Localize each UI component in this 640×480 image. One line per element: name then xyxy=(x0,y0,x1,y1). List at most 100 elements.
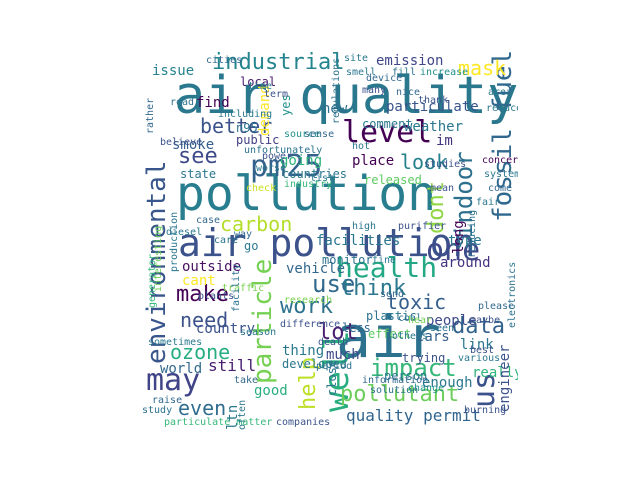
word-pollutant: pollutant xyxy=(340,382,460,407)
word-increase: increase xyxy=(420,67,469,78)
word-study: study xyxy=(142,405,173,416)
word-pm25: pm25 xyxy=(250,149,323,184)
word-period: period xyxy=(316,361,353,372)
word-believe: believe xyxy=(160,137,203,148)
word-air: air xyxy=(336,303,441,371)
word-death: death xyxy=(318,337,349,348)
word-need: need xyxy=(180,308,229,332)
word-look: look xyxy=(400,150,449,174)
word-work: work xyxy=(280,294,333,319)
word-even: even xyxy=(178,396,227,420)
word-many: many xyxy=(362,85,387,96)
word-level: level xyxy=(342,115,433,150)
word-data: data xyxy=(452,314,505,339)
word-please: please xyxy=(478,301,515,312)
word-particulate-matter: particulate matter xyxy=(164,417,273,428)
word-make: make xyxy=(176,282,229,307)
word-vehicle: vehicle xyxy=(286,261,346,277)
word-sense: sense xyxy=(304,129,335,140)
word-impact: impact xyxy=(370,354,457,382)
word-diesel: diesel xyxy=(166,227,203,238)
word-good: good xyxy=(254,383,288,399)
word-new: new xyxy=(322,101,348,117)
word-industrial: industrial xyxy=(212,50,345,75)
word-around: around xyxy=(440,255,491,271)
word-cities: cities xyxy=(206,55,243,66)
word-cloud: air quality pollution air air pollution pm25… xyxy=(140,46,518,430)
word-studies: studies xyxy=(424,159,467,170)
word-think: think xyxy=(340,276,407,301)
word-lot: lot xyxy=(318,320,358,345)
word-change: change xyxy=(408,383,445,394)
word-hot: hot xyxy=(352,141,371,152)
word-people: people xyxy=(426,313,477,329)
word-facility: facility xyxy=(231,263,242,312)
word-toxic: toxic xyxy=(386,290,447,314)
word-still: still xyxy=(208,356,257,375)
word-one: one xyxy=(426,233,481,268)
word-road: road xyxy=(170,97,195,108)
word-carbon: carbon xyxy=(220,212,293,236)
word-n95: n95 xyxy=(236,121,258,135)
word-released: released xyxy=(364,173,422,187)
word-air-quality: air quality xyxy=(174,66,518,126)
word-may: may xyxy=(146,363,201,398)
word-research: research xyxy=(284,295,333,306)
word-emission: emission xyxy=(376,53,444,69)
word-health: health xyxy=(336,251,438,284)
word-power: power xyxy=(262,151,293,162)
word-come: come xyxy=(488,183,513,194)
word-im: im xyxy=(436,133,453,149)
word-send: send xyxy=(380,289,405,300)
word-state: state xyxy=(180,167,217,181)
word-quality-permit: quality permit xyxy=(346,406,481,425)
word-raise: raise xyxy=(152,395,183,406)
word-smell: smell xyxy=(346,67,377,78)
word-device: device xyxy=(366,73,403,84)
word-fine: fine xyxy=(372,255,397,266)
word-mask: mask xyxy=(458,56,507,80)
word-cars: cars xyxy=(416,329,450,345)
word-going: going xyxy=(280,153,323,169)
word-country: country xyxy=(196,321,256,337)
word-best: best xyxy=(470,345,495,356)
word-better: better xyxy=(200,114,273,138)
word-see: see xyxy=(178,144,218,169)
word-system: system xyxy=(484,169,518,180)
word-public: public xyxy=(236,133,280,147)
word-really: really xyxy=(472,365,518,381)
word-hear: hear xyxy=(408,315,433,326)
word-fill: fill xyxy=(392,67,417,78)
word-comment: comment xyxy=(362,117,413,131)
word-enough: enough xyxy=(422,375,473,391)
word-concern: concern xyxy=(482,155,518,166)
word-purifier: purifier xyxy=(398,221,447,232)
word-countries: countries xyxy=(282,167,348,181)
word-take: take xyxy=(234,375,259,386)
word-rather: rather xyxy=(145,97,156,134)
word-interesting: interesting xyxy=(153,225,164,292)
word-electronics: electronics xyxy=(507,261,518,328)
word-trying: trying xyxy=(402,351,446,365)
word-high: high xyxy=(352,221,377,232)
word-thank: thank xyxy=(418,95,449,106)
word-less: less xyxy=(342,321,371,335)
word-pollution: pollution xyxy=(176,166,437,222)
word-much: much xyxy=(326,347,360,363)
word-outside: outside xyxy=(182,259,242,275)
word-information: information xyxy=(362,375,429,386)
word-worse: worse xyxy=(256,163,287,174)
word-area: area xyxy=(488,87,513,98)
word-local: local xyxy=(240,75,277,89)
word-time: time xyxy=(248,81,273,92)
word-difference: difference xyxy=(280,319,341,330)
word-companies: companies xyxy=(276,417,331,428)
word-season: season xyxy=(240,327,277,338)
word-facilities: facilities xyxy=(316,233,401,249)
word-others: others xyxy=(392,331,429,342)
word-sometimes: sometimes xyxy=(148,337,203,348)
word-developed: developed xyxy=(282,357,348,371)
word-production: production xyxy=(169,211,180,272)
word-source: source xyxy=(284,129,321,140)
